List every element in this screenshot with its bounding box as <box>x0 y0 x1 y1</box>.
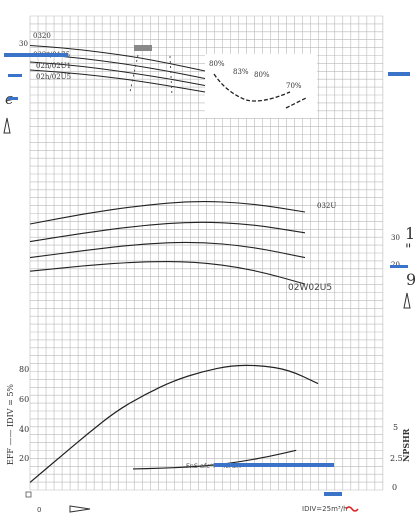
gray-marker <box>134 45 152 51</box>
right-arrow-head <box>403 292 411 309</box>
highlight-mark <box>8 74 22 77</box>
curves <box>29 45 319 483</box>
right-mark-quote: " <box>405 242 411 258</box>
head-curve <box>29 69 206 93</box>
iso-line <box>129 54 173 97</box>
npsh-tick: 5 <box>393 423 398 432</box>
inset-eff-label: 80% <box>254 71 270 79</box>
eff-axis-label: EFF —— IDIV = 5% <box>6 384 15 465</box>
corner-mark <box>25 491 32 498</box>
x-zero-label: 0 <box>37 506 41 514</box>
head-curve-label: 0320 <box>33 32 51 40</box>
eff-tick: 40 <box>19 425 29 434</box>
decorations <box>3 45 411 513</box>
x-unit-label: IDIV=25m³/h <box>302 505 348 513</box>
npsh-tick: 0 <box>392 483 397 492</box>
power-curve <box>29 241 306 259</box>
npsh-note: FnS afc*l··· NPSH <box>186 462 241 470</box>
eff-tick: 80 <box>19 365 29 374</box>
npsh-axis-label: NPSHR <box>401 428 411 462</box>
head-curve <box>29 45 206 72</box>
eff-tick: 60 <box>19 395 29 404</box>
power-curve <box>29 201 306 225</box>
right-mark-1: 1 <box>405 224 415 243</box>
inset-eff-label: 80% <box>209 60 225 68</box>
npsh-tick: 2.5 <box>390 454 403 463</box>
highlight-mark <box>214 463 334 467</box>
head-axis-tick: 30 <box>19 40 28 48</box>
left-arrow-head <box>3 117 11 134</box>
eff-tick: 20 <box>19 454 29 463</box>
power-curve <box>29 221 306 243</box>
inset-eff-label: 70% <box>286 82 302 90</box>
highlight-mark <box>4 53 68 57</box>
highlight-mark <box>388 72 410 76</box>
inset-eff-label: 83% <box>233 68 249 76</box>
efficiency-curve <box>29 364 319 483</box>
power-curve-label: 02W02U5 <box>288 283 332 293</box>
bottom-arrow <box>69 505 91 513</box>
head-curve-label: 02h/02U1 <box>36 62 71 70</box>
npsh-curve <box>132 449 297 470</box>
grid <box>29 15 384 491</box>
highlight-mark <box>8 97 18 100</box>
head-curve <box>29 61 206 86</box>
right-mark-9: 9 <box>406 270 415 289</box>
red-squiggle <box>345 506 359 512</box>
power-curve-label: 032U <box>317 202 336 210</box>
power-curve <box>29 261 306 285</box>
highlight-mark <box>324 492 342 496</box>
highlight-mark <box>390 265 408 268</box>
head-curve-label: 02h/02U5 <box>36 73 71 81</box>
power-axis-tick: 30 <box>391 234 400 242</box>
inset-eff-curve <box>213 73 307 109</box>
